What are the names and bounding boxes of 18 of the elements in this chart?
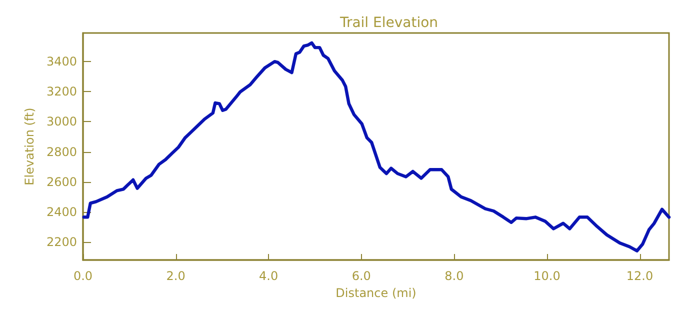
x-axis-title: Distance (mi) bbox=[336, 286, 416, 300]
x-tick-label: 6.0 bbox=[352, 269, 371, 283]
y-tick-label: 2200 bbox=[46, 234, 77, 249]
chart-title: Trail Elevation bbox=[338, 15, 438, 31]
x-tick-label: 12.0 bbox=[626, 269, 654, 283]
y-tick-label: 2600 bbox=[46, 174, 77, 189]
x-tick-label: 0.0 bbox=[73, 269, 93, 283]
x-tick-label: 4.0 bbox=[259, 269, 278, 283]
x-tick-label: 8.0 bbox=[444, 269, 464, 283]
y-tick-label: 2400 bbox=[46, 204, 77, 219]
x-tick-label: 2.0 bbox=[166, 269, 186, 283]
x-tick-label: 10.0 bbox=[534, 269, 560, 283]
line-series bbox=[82, 41, 671, 252]
y-axis-title: Elevation (ft) bbox=[22, 108, 37, 186]
y-tick-label: 2800 bbox=[46, 144, 77, 159]
y-tick-label: 3000 bbox=[46, 114, 77, 129]
y-tick-label: 3200 bbox=[46, 84, 77, 99]
y-tick-label: 3400 bbox=[46, 54, 77, 69]
